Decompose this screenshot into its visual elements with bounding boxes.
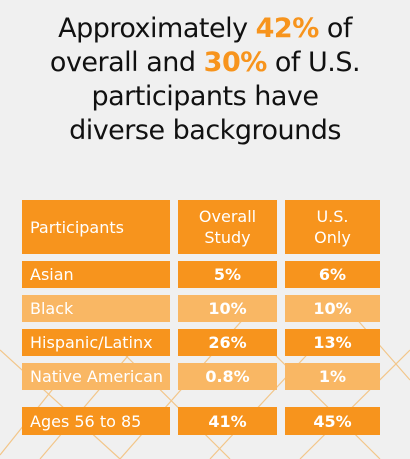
row-overall-value: 10% — [178, 295, 277, 322]
row-label: Asian — [22, 261, 170, 288]
table-row: Native American 0.8% 1% — [22, 363, 380, 390]
us-percentage: 30% — [203, 47, 268, 78]
table-row: Black 10% 10% — [22, 295, 380, 322]
row-overall-value: 5% — [178, 261, 277, 288]
table-header-row: Participants Overall Study U.S. Only — [22, 200, 380, 254]
row-us-value: 1% — [285, 363, 380, 390]
row-us-value: 13% — [285, 329, 380, 356]
table-row: Asian 5% 6% — [22, 261, 380, 288]
row-label: Hispanic/Latinx — [22, 329, 170, 356]
headline-line-1: Approximately 42% of — [0, 12, 410, 46]
table-row: Ages 56 to 85 41% 45% — [22, 407, 380, 435]
headline-text: overall and — [49, 47, 204, 78]
header-overall-line1: Overall — [198, 207, 257, 226]
header-participants: Participants — [22, 200, 170, 254]
header-overall-study: Overall Study — [178, 200, 277, 254]
row-label: Black — [22, 295, 170, 322]
headline-line-4: diverse backgrounds — [69, 115, 341, 146]
table-row: Hispanic/Latinx 26% 13% — [22, 329, 380, 356]
header-us-only: U.S. Only — [285, 200, 380, 254]
row-us-value: 45% — [285, 407, 380, 435]
overall-percentage: 42% — [255, 13, 320, 44]
headline-text: Approximately — [58, 13, 256, 44]
row-overall-value: 0.8% — [178, 363, 277, 390]
row-overall-value: 41% — [178, 407, 277, 435]
row-label: Ages 56 to 85 — [22, 407, 170, 435]
header-us-line2: Only — [314, 228, 351, 247]
row-label: Native American — [22, 363, 170, 390]
row-us-value: 10% — [285, 295, 380, 322]
row-us-value: 6% — [285, 261, 380, 288]
row-overall-value: 26% — [178, 329, 277, 356]
headline-line-3: participants have — [91, 81, 320, 112]
header-us-line1: U.S. — [316, 207, 349, 226]
page-title: Approximately 42% of overall and 30% of … — [0, 12, 410, 148]
header-overall-line2: Study — [204, 228, 251, 247]
headline-text: of — [318, 13, 353, 44]
headline-text: of U.S. — [266, 47, 361, 78]
headline-line-2: overall and 30% of U.S. — [0, 46, 410, 80]
